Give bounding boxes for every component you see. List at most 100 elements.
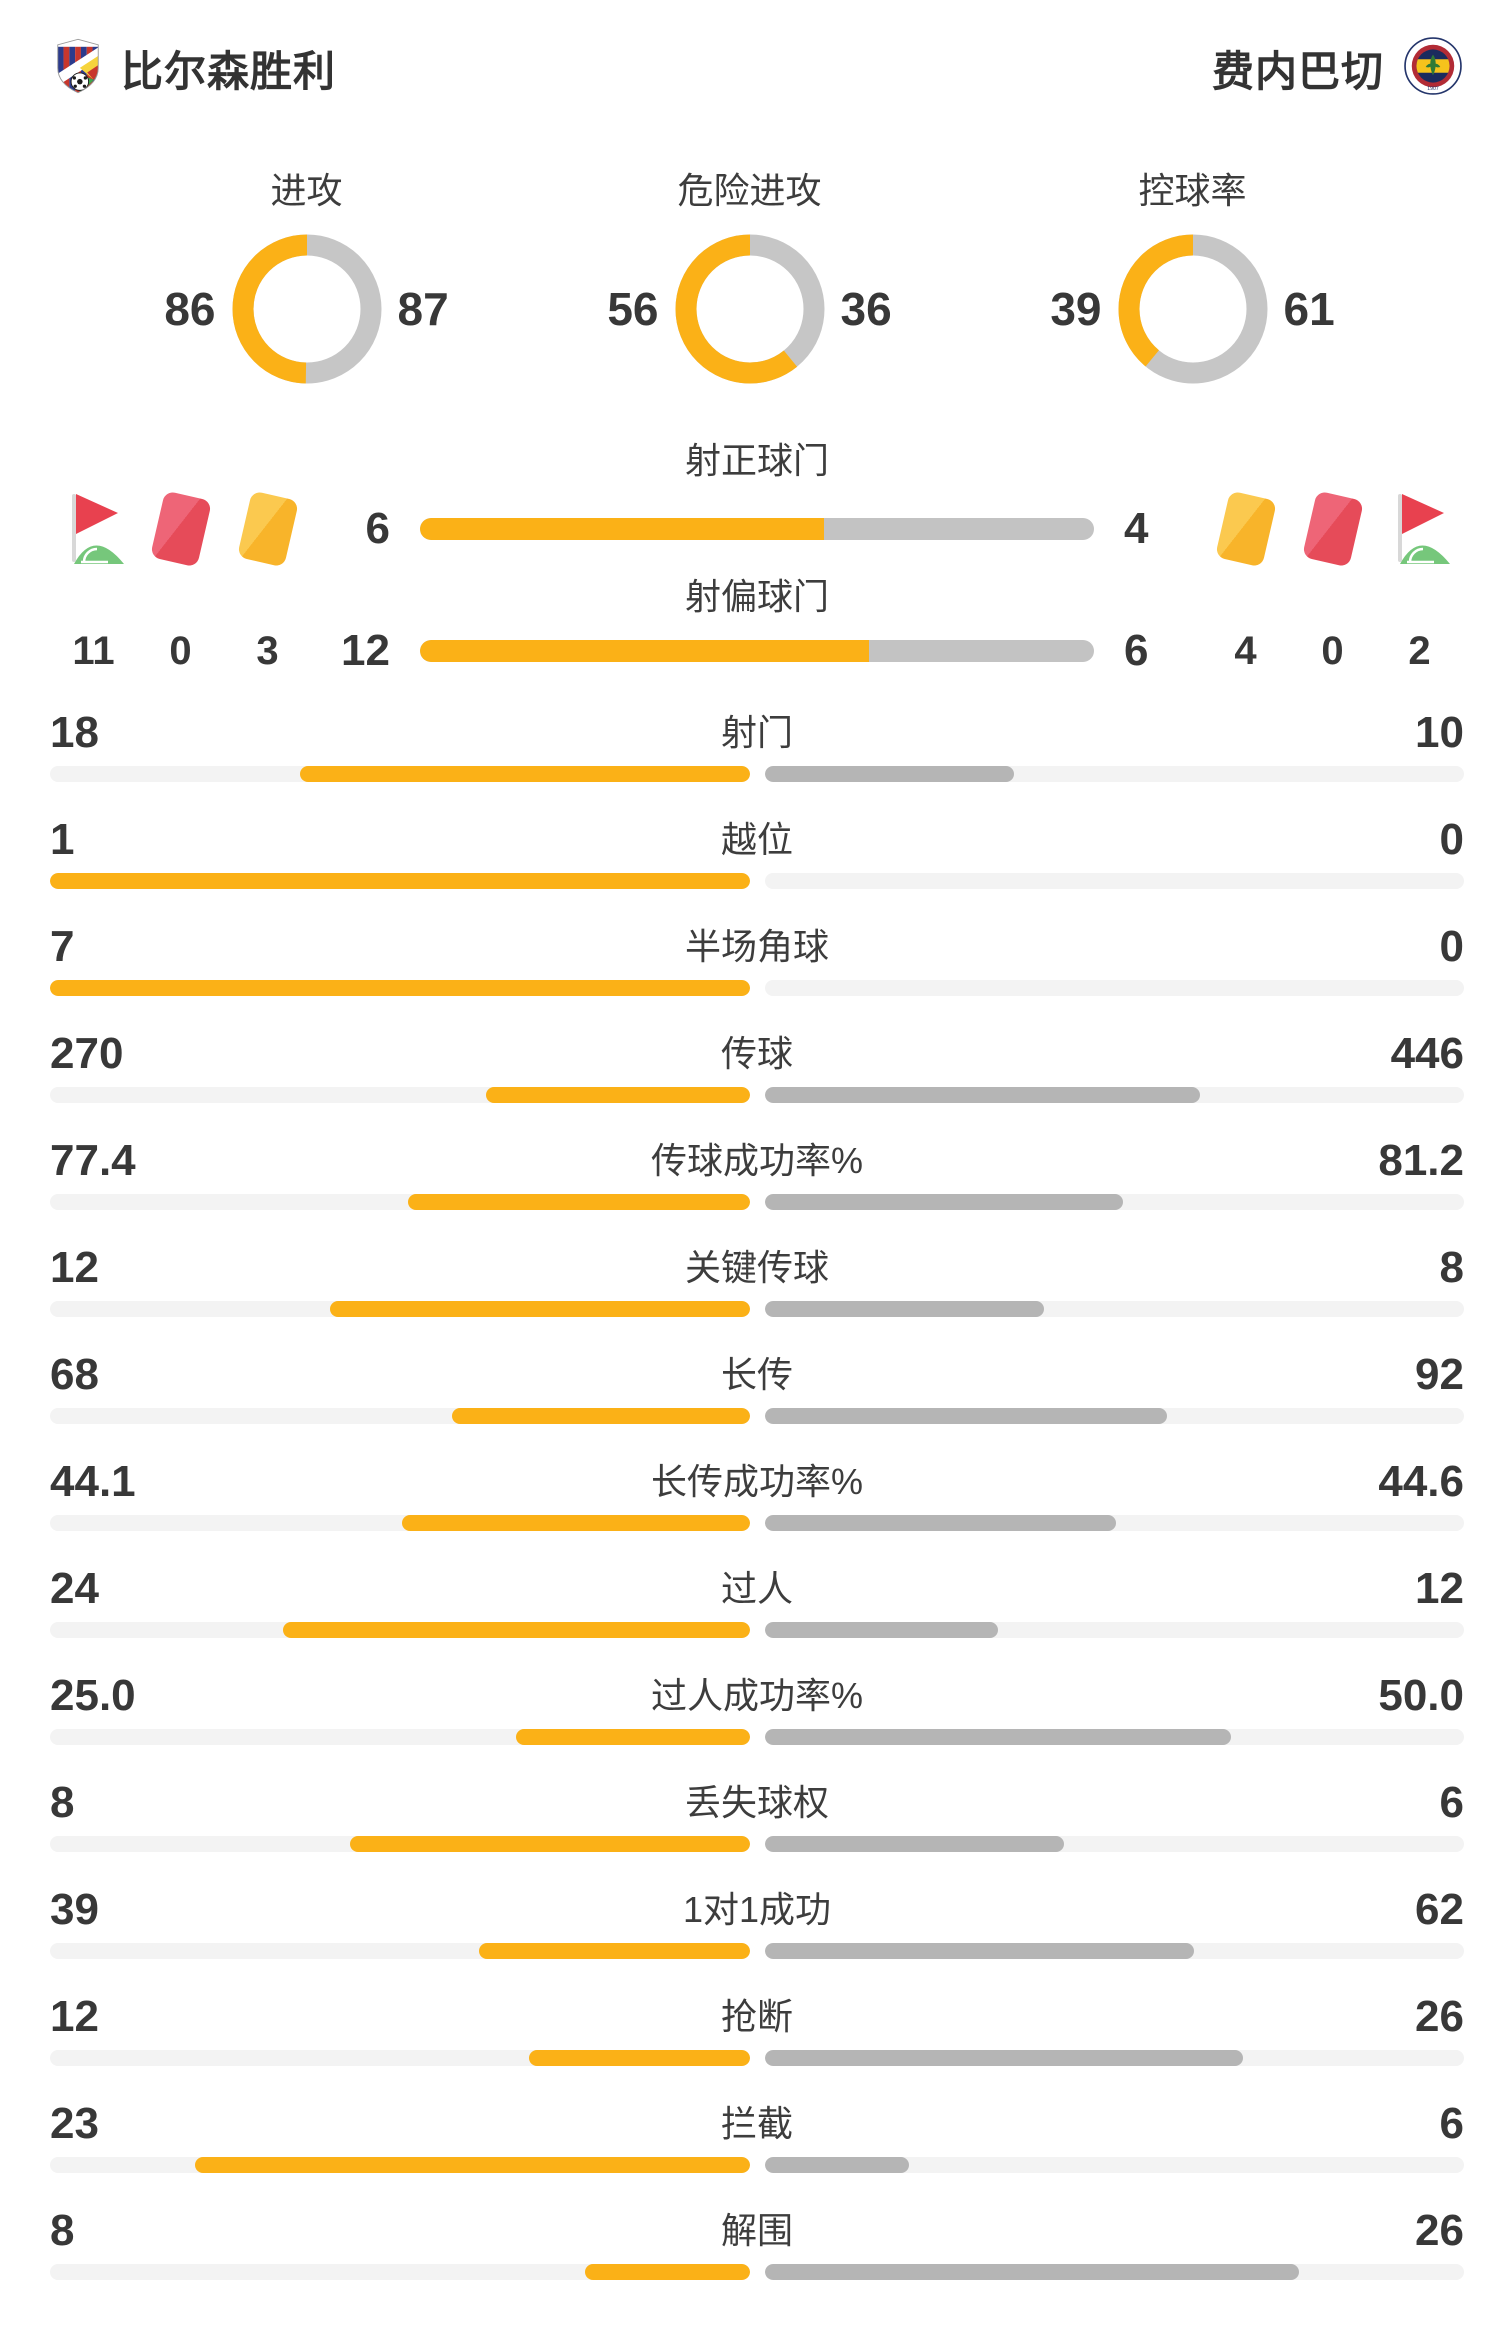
away-team-logo: 1907 — [1404, 37, 1462, 100]
shots-on-away-value: 4 — [1124, 504, 1149, 553]
stat-away-value: 26 — [1415, 1992, 1464, 2041]
away-discipline-values: 4 0 2 — [1202, 629, 1464, 674]
stat-away-value: 0 — [1439, 815, 1464, 864]
home-stat-bar — [50, 1943, 750, 1959]
stat-label: 射门 — [720, 712, 793, 753]
stat-away-value: 44.6 — [1378, 1457, 1464, 1506]
stat-label: 抢断 — [720, 1996, 793, 2037]
shots-off-home-value: 12 — [341, 626, 390, 675]
away-team-header[interactable]: 费内巴切 1907 — [1212, 37, 1462, 100]
stat-home-value: 44.1 — [50, 1457, 136, 1506]
away-stat-bar — [764, 1836, 1464, 1852]
stat-label: 解围 — [720, 2210, 793, 2251]
gauge-title: 控球率 — [1138, 170, 1247, 211]
stat-row: 68 长传 92 — [50, 1350, 1464, 1424]
stat-home-value: 7 — [50, 922, 75, 971]
stat-row: 39 1对1成功 62 — [50, 1885, 1464, 1959]
stat-row: 1 越位 0 — [50, 815, 1464, 889]
stat-away-value: 26 — [1415, 2206, 1464, 2255]
donut-gauges: 进攻 86 87 危险进攻 56 — [85, 168, 1414, 384]
gauge-home-value: 86 — [164, 283, 216, 335]
shots-off-away-value: 6 — [1124, 626, 1149, 675]
away-stat-bar — [764, 1301, 1464, 1317]
home-stat-bar — [50, 1622, 750, 1638]
stat-home-value: 12 — [50, 1992, 99, 2041]
stat-away-value: 12 — [1415, 1564, 1464, 1613]
home-yellow-cards-count: 3 — [256, 628, 279, 673]
stat-label: 关键传球 — [684, 1247, 829, 1288]
home-stat-bar — [50, 873, 750, 889]
stat-row: 77.4 传球成功率% 81.2 — [50, 1136, 1464, 1210]
away-yellow-cards-count: 4 — [1234, 628, 1257, 673]
away-discipline-icons — [1202, 489, 1464, 569]
away-red-cards-count: 0 — [1321, 628, 1344, 673]
away-stat-bar — [764, 1622, 1464, 1638]
stat-label: 拦截 — [720, 2103, 793, 2144]
stat-row: 8 解围 26 — [50, 2206, 1464, 2280]
stat-label: 越位 — [720, 819, 793, 860]
stat-away-value: 8 — [1439, 1243, 1464, 1292]
svg-text:1907: 1907 — [1427, 86, 1439, 92]
home-team-logo — [55, 36, 101, 101]
shots-on-home-value: 6 — [365, 504, 390, 553]
stat-home-value: 39 — [50, 1885, 99, 1934]
away-stat-bar — [764, 1943, 1464, 1959]
stat-home-value: 270 — [50, 1029, 124, 1078]
home-stat-bar — [50, 2264, 750, 2280]
stat-row: 270 传球 446 — [50, 1029, 1464, 1103]
stat-away-value: 81.2 — [1378, 1136, 1464, 1185]
home-stat-bar — [50, 1301, 750, 1317]
away-stat-bar — [764, 1729, 1464, 1745]
stat-row: 25.0 过人成功率% 50.0 — [50, 1671, 1464, 1745]
home-stat-bar — [50, 980, 750, 996]
away-stat-bar — [764, 1194, 1464, 1210]
shots-on-target-title: 射正球门 — [684, 440, 829, 481]
gauge-possession: 控球率 39 61 — [971, 168, 1414, 384]
away-stat-bar — [764, 2157, 1464, 2173]
yellow-card-icon — [1202, 489, 1289, 569]
away-stat-bar — [764, 1515, 1464, 1531]
home-stat-bar — [50, 2050, 750, 2066]
home-team-header[interactable]: 比尔森胜利 — [55, 36, 336, 101]
match-header: 比尔森胜利 费内巴切 1907 — [55, 36, 1462, 101]
stat-away-value: 446 — [1390, 1029, 1464, 1078]
stats-list: 18 射门 10 1 越位 0 7 半场角球 — [50, 708, 1464, 2313]
stat-away-value: 0 — [1439, 922, 1464, 971]
away-team-name: 费内巴切 — [1211, 48, 1384, 95]
stat-row: 24 过人 12 — [50, 1564, 1464, 1638]
stat-away-value: 10 — [1415, 708, 1464, 757]
away-stat-bar — [764, 2050, 1464, 2066]
yellow-card-icon — [224, 489, 311, 569]
gauge-title: 进攻 — [270, 170, 343, 211]
stat-label: 传球成功率% — [650, 1140, 863, 1181]
away-stat-bar — [764, 766, 1464, 782]
stat-home-value: 23 — [50, 2099, 99, 2148]
stat-home-value: 8 — [50, 1778, 75, 1827]
stat-home-value: 25.0 — [50, 1671, 136, 1720]
stat-label: 过人成功率% — [650, 1675, 863, 1716]
stat-label: 1对1成功 — [682, 1889, 832, 1930]
gauge-away-value: 36 — [840, 283, 892, 335]
away-stat-bar — [764, 2264, 1464, 2280]
shots-off-target-bar — [420, 640, 1094, 662]
stat-away-value: 50.0 — [1378, 1671, 1464, 1720]
stat-row: 44.1 长传成功率% 44.6 — [50, 1457, 1464, 1531]
away-stat-bar — [764, 1408, 1464, 1424]
stat-row: 7 半场角球 0 — [50, 922, 1464, 996]
home-stat-bar — [50, 1729, 750, 1745]
stat-label: 长传成功率% — [650, 1461, 863, 1502]
away-stat-bar — [764, 873, 1464, 889]
stat-home-value: 1 — [50, 815, 75, 864]
home-stat-bar — [50, 1515, 750, 1531]
stat-row: 8 丢失球权 6 — [50, 1778, 1464, 1852]
shots-section: 射正球门 6 4 — [50, 438, 1464, 680]
stat-row: 18 射门 10 — [50, 708, 1464, 782]
home-discipline-icons — [50, 489, 312, 569]
stat-home-value: 12 — [50, 1243, 99, 1292]
red-card-icon — [1289, 489, 1376, 569]
gauge-title: 危险进攻 — [677, 170, 822, 211]
shots-on-target-bar — [420, 518, 1094, 540]
donut-chart — [675, 234, 824, 384]
donut-chart — [1118, 234, 1267, 384]
red-card-icon — [137, 489, 224, 569]
